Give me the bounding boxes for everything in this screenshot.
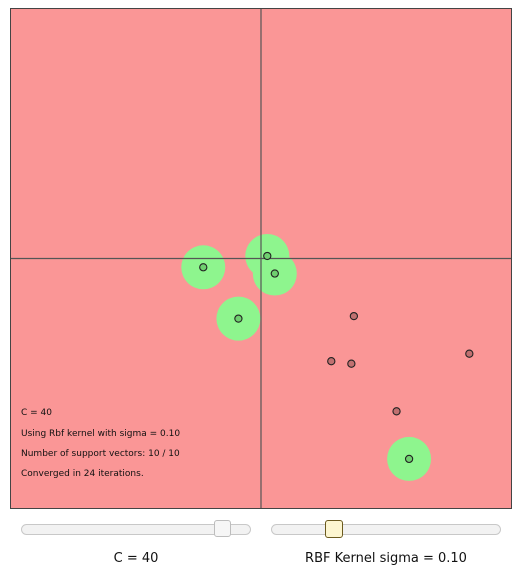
c-slider-thumb[interactable] bbox=[214, 520, 231, 537]
positive-data-point bbox=[263, 251, 272, 261]
svm-decision-canvas[interactable]: C = 40 Using Rbf kernel with sigma = 0.1… bbox=[10, 8, 512, 509]
sigma-slider-thumb[interactable] bbox=[325, 520, 343, 538]
kernel-info-text: Using Rbf kernel with sigma = 0.10 bbox=[21, 429, 181, 439]
positive-data-point bbox=[199, 263, 208, 272]
positive-data-point bbox=[404, 454, 414, 464]
negative-data-point bbox=[465, 349, 474, 358]
c-slider[interactable] bbox=[21, 520, 251, 537]
negative-data-point bbox=[347, 359, 356, 368]
positive-data-point bbox=[270, 269, 279, 278]
decision-boundary-plot[interactable] bbox=[10, 8, 512, 509]
c-info-text: C = 40 bbox=[21, 408, 52, 418]
c-slider-label: C = 40 bbox=[113, 551, 159, 566]
data-points bbox=[199, 251, 474, 464]
negative-data-point bbox=[327, 357, 336, 366]
support-vectors-info-text: Number of support vectors: 10 / 10 bbox=[21, 449, 180, 459]
convergence-info-text: Converged in 24 iterations. bbox=[21, 469, 144, 479]
positive-data-point bbox=[234, 314, 243, 323]
negative-data-point bbox=[349, 311, 359, 321]
sigma-slider[interactable] bbox=[271, 520, 501, 538]
negative-data-point bbox=[392, 407, 401, 416]
canvas-border bbox=[10, 8, 512, 509]
sigma-slider-label: RBF Kernel sigma = 0.10 bbox=[305, 551, 467, 566]
